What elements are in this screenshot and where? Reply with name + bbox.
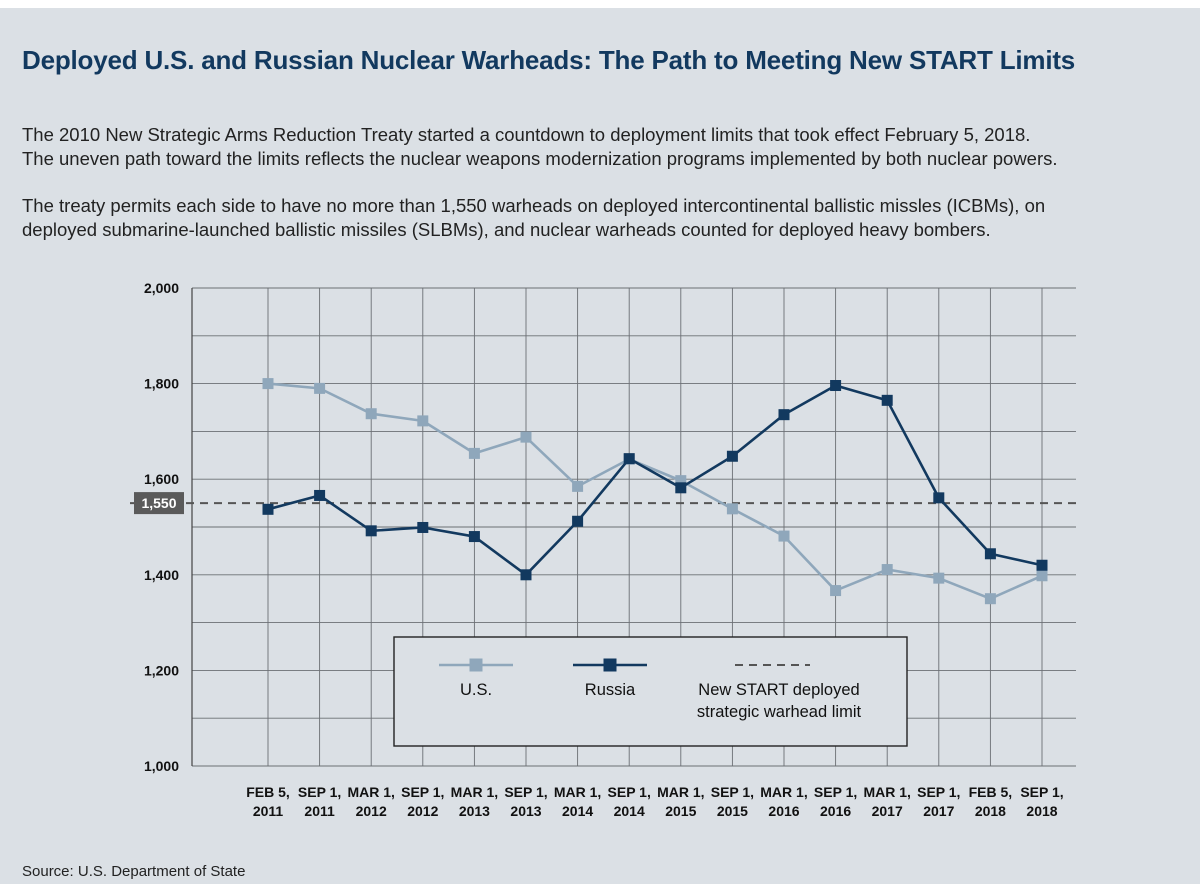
data-point-u-s bbox=[726, 503, 738, 515]
data-point-russia bbox=[778, 409, 790, 421]
x-tick-label: FEB 5, bbox=[246, 784, 290, 800]
data-point-russia bbox=[623, 453, 635, 465]
x-tick-label: MAR 1, bbox=[760, 784, 807, 800]
data-point-u-s bbox=[881, 564, 893, 576]
data-point-russia bbox=[365, 525, 377, 537]
data-point-russia bbox=[933, 492, 945, 504]
chart-title: Deployed U.S. and Russian Nuclear Warhea… bbox=[22, 45, 1076, 75]
data-point-russia bbox=[984, 548, 996, 560]
y-tick-label: 1,800 bbox=[144, 376, 179, 392]
data-point-russia bbox=[572, 515, 584, 527]
x-tick-label: MAR 1, bbox=[657, 784, 704, 800]
y-tick-label: 1,400 bbox=[144, 567, 179, 583]
limit-label: 1,550 bbox=[141, 495, 176, 511]
y-tick-label: 1,600 bbox=[144, 471, 179, 487]
series-group bbox=[262, 378, 1048, 605]
x-tick-label: 2011 bbox=[253, 803, 284, 819]
data-point-russia bbox=[1036, 559, 1048, 571]
source-note: Source: U.S. Department of State bbox=[22, 863, 246, 880]
legend-label-u-s: U.S. bbox=[460, 681, 492, 699]
data-point-russia bbox=[468, 531, 480, 543]
x-tick-label: 2012 bbox=[407, 803, 438, 819]
data-point-u-s bbox=[778, 530, 790, 542]
x-tick-label: SEP 1, bbox=[608, 784, 651, 800]
x-tick-label: 2014 bbox=[614, 803, 645, 819]
x-tick-label: SEP 1, bbox=[298, 784, 341, 800]
x-tick-label: 2012 bbox=[356, 803, 387, 819]
data-point-u-s bbox=[1036, 570, 1048, 582]
x-tick-label: 2017 bbox=[923, 803, 954, 819]
x-tick-label: 2015 bbox=[717, 803, 748, 819]
x-tick-label: SEP 1, bbox=[401, 784, 444, 800]
x-tick-label: MAR 1, bbox=[554, 784, 601, 800]
x-tick-label: MAR 1, bbox=[347, 784, 394, 800]
data-point-u-s bbox=[984, 593, 996, 605]
data-point-u-s bbox=[933, 572, 945, 584]
x-tick-label: 2016 bbox=[768, 803, 799, 819]
x-tick-label: MAR 1, bbox=[863, 784, 910, 800]
series-line-russia bbox=[267, 384, 1043, 577]
data-point-russia bbox=[881, 394, 893, 406]
x-tick-label: SEP 1, bbox=[917, 784, 960, 800]
data-point-u-s bbox=[468, 447, 480, 459]
data-point-russia bbox=[675, 482, 687, 494]
data-point-u-s bbox=[572, 480, 584, 492]
x-tick-label: FEB 5, bbox=[969, 784, 1013, 800]
x-tick-label: SEP 1, bbox=[711, 784, 754, 800]
data-point-russia bbox=[830, 380, 842, 392]
description-line: The treaty permits each side to have no … bbox=[22, 195, 1046, 216]
data-point-u-s bbox=[314, 382, 326, 394]
data-point-russia bbox=[262, 503, 274, 515]
description-line: deployed submarine-launched ballistic mi… bbox=[22, 219, 991, 240]
data-point-u-s bbox=[365, 408, 377, 420]
data-point-russia bbox=[314, 489, 326, 501]
legend-swatch-marker-u-s bbox=[469, 658, 483, 672]
x-tick-label: SEP 1, bbox=[814, 784, 857, 800]
legend-label-limit: New START deployed bbox=[698, 681, 859, 699]
x-tick-label: 2015 bbox=[665, 803, 696, 819]
x-tick-label: 2014 bbox=[562, 803, 593, 819]
x-tick-label: SEP 1, bbox=[1020, 784, 1063, 800]
x-tick-label: 2011 bbox=[304, 803, 335, 819]
x-tick-label: SEP 1, bbox=[504, 784, 547, 800]
x-tick-label: 2016 bbox=[820, 803, 851, 819]
x-tick-label: 2017 bbox=[872, 803, 903, 819]
data-point-u-s bbox=[262, 378, 274, 390]
series-line-u-s bbox=[267, 382, 1043, 601]
y-tick-label: 2,000 bbox=[144, 280, 179, 296]
legend-box bbox=[393, 636, 908, 747]
legend-swatch-marker-russia bbox=[603, 658, 617, 672]
description-line: The uneven path toward the limits reflec… bbox=[22, 148, 1058, 169]
x-tick-label: 2018 bbox=[975, 803, 1006, 819]
legend: U.S. Russia New START deployed strategic wa… bbox=[393, 636, 908, 747]
data-point-u-s bbox=[520, 431, 532, 443]
data-point-russia bbox=[726, 450, 738, 462]
data-point-u-s bbox=[675, 475, 687, 487]
y-tick-label: 1,000 bbox=[144, 758, 179, 774]
legend-label-limit: strategic warhead limit bbox=[697, 703, 862, 721]
limit-label-box bbox=[134, 492, 184, 515]
data-point-russia bbox=[417, 521, 429, 533]
legend-label-russia: Russia bbox=[585, 681, 636, 699]
x-tick-label: MAR 1, bbox=[451, 784, 498, 800]
description-line: The 2010 New Strategic Arms Reduction Tr… bbox=[22, 124, 1031, 145]
data-point-u-s bbox=[417, 415, 429, 427]
data-point-u-s bbox=[830, 585, 842, 597]
data-point-russia bbox=[520, 569, 532, 581]
x-tick-label: 2013 bbox=[459, 803, 490, 819]
y-tick-label: 1,200 bbox=[144, 662, 179, 678]
axis-labels: 1,000 1,200 1,400 1,600 1,800 2,000 FEB 5, 2011… bbox=[144, 280, 1064, 819]
x-tick-label: 2013 bbox=[510, 803, 541, 819]
x-tick-label: 2018 bbox=[1026, 803, 1057, 819]
